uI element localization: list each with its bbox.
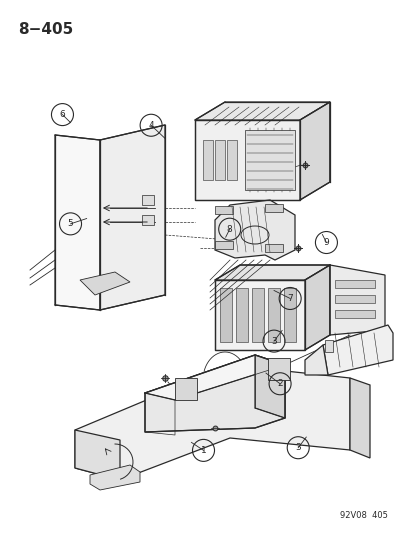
- Polygon shape: [100, 125, 165, 310]
- Text: 4: 4: [148, 121, 154, 130]
- Polygon shape: [300, 102, 330, 200]
- Bar: [215, 241, 233, 249]
- Bar: [142, 195, 154, 205]
- Text: 8−405: 8−405: [18, 22, 73, 37]
- Polygon shape: [350, 378, 370, 458]
- Text: 3: 3: [295, 443, 301, 452]
- Bar: [335, 280, 375, 288]
- Polygon shape: [305, 345, 328, 375]
- Polygon shape: [245, 130, 295, 190]
- Text: 92V08  405: 92V08 405: [340, 511, 388, 520]
- Polygon shape: [75, 365, 350, 480]
- Bar: [215, 140, 225, 180]
- Polygon shape: [255, 355, 285, 418]
- Text: 8: 8: [227, 225, 233, 233]
- Polygon shape: [55, 135, 100, 310]
- Polygon shape: [330, 265, 385, 335]
- Text: 3: 3: [271, 337, 277, 345]
- Polygon shape: [215, 265, 330, 280]
- Text: 5: 5: [68, 220, 73, 228]
- Polygon shape: [215, 280, 305, 350]
- Bar: [220, 288, 232, 342]
- Bar: [335, 295, 375, 303]
- Bar: [265, 244, 283, 252]
- Text: 2: 2: [277, 379, 283, 388]
- Text: 7: 7: [287, 294, 293, 303]
- Polygon shape: [305, 265, 330, 350]
- Bar: [227, 140, 237, 180]
- Bar: [203, 140, 213, 180]
- Text: 9: 9: [324, 238, 329, 247]
- Polygon shape: [175, 378, 197, 400]
- Polygon shape: [215, 200, 295, 260]
- Text: 6: 6: [60, 110, 65, 119]
- Bar: [268, 288, 280, 342]
- Text: 1: 1: [201, 446, 206, 455]
- Bar: [252, 288, 264, 342]
- Polygon shape: [80, 272, 130, 295]
- Polygon shape: [75, 430, 120, 480]
- Bar: [284, 288, 296, 342]
- Polygon shape: [195, 102, 330, 120]
- Bar: [142, 215, 154, 225]
- Polygon shape: [323, 325, 393, 375]
- Polygon shape: [195, 120, 300, 200]
- Bar: [236, 288, 248, 342]
- Bar: [325, 340, 333, 352]
- Polygon shape: [268, 358, 290, 380]
- Polygon shape: [90, 465, 140, 490]
- Polygon shape: [145, 355, 285, 400]
- Bar: [215, 206, 233, 214]
- Bar: [265, 204, 283, 212]
- Bar: [335, 310, 375, 318]
- Polygon shape: [145, 355, 285, 432]
